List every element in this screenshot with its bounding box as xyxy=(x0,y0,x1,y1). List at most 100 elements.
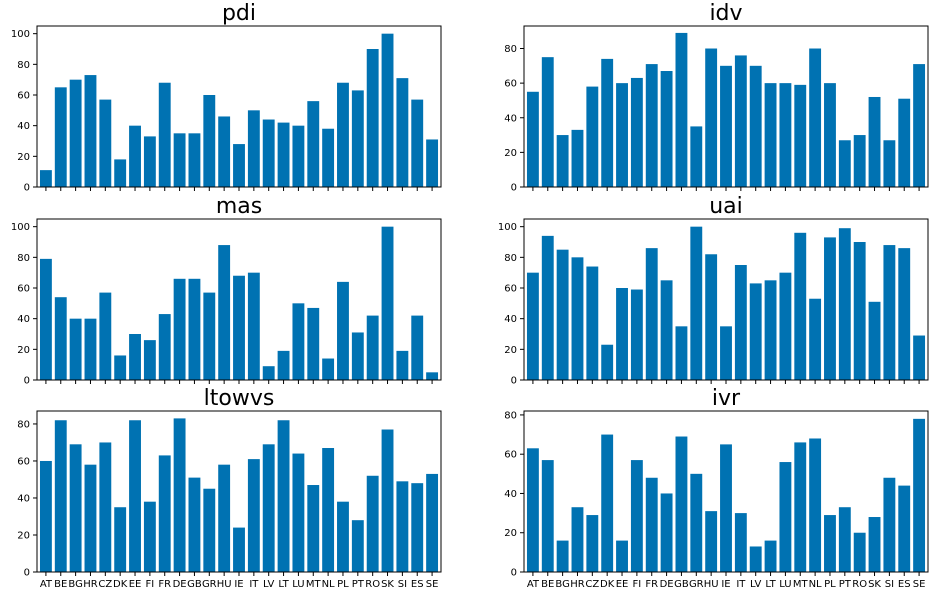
x-tick-label: HU xyxy=(217,579,232,590)
bar-LV xyxy=(262,119,275,187)
y-tick-label: 0 xyxy=(511,568,517,579)
chart-title: mas xyxy=(216,194,262,219)
x-tick-label: EE xyxy=(129,579,142,590)
bar-RO xyxy=(853,532,866,572)
bar-PT xyxy=(838,140,851,187)
bar-SI xyxy=(396,78,409,187)
y-tick-label: 20 xyxy=(17,152,30,163)
bar-RO xyxy=(366,475,379,572)
x-tick-label: FR xyxy=(645,579,658,590)
bar-BG xyxy=(69,318,82,380)
axes-frame xyxy=(523,25,929,188)
x-tick-label: DK xyxy=(600,579,615,590)
bar-EE xyxy=(129,420,141,572)
subplot-ivr: ivr 0 20 40 60 80 AT BE BG HR CZ DK EE FI FR DE GB GR HU IE… xyxy=(504,386,929,590)
bar-GB xyxy=(188,133,201,187)
x-tick-label: BG xyxy=(555,579,569,590)
bar-DK xyxy=(601,58,614,187)
bar-ES xyxy=(898,485,911,572)
bar-SE xyxy=(913,418,926,572)
bar-series xyxy=(39,418,439,572)
subplot-uai: uai 0 20 40 60 80 100 xyxy=(498,194,929,387)
y-tick-label: 40 xyxy=(17,314,30,325)
bar-PT xyxy=(838,228,851,380)
bar-AT xyxy=(526,272,539,380)
bar-PL xyxy=(824,237,836,380)
bar-GB xyxy=(675,32,688,187)
bar-GR xyxy=(690,473,703,572)
x-tick-label: RO xyxy=(365,579,380,590)
bar-HR xyxy=(84,318,97,380)
bar-CZ xyxy=(99,99,112,187)
x-tick-label: GB xyxy=(674,579,689,590)
bar-FR xyxy=(645,248,658,380)
bar-GB xyxy=(188,278,201,380)
bar-HR xyxy=(84,464,97,572)
bar-PL xyxy=(337,281,349,380)
bar-SK xyxy=(381,33,394,187)
bar-NL xyxy=(322,358,335,380)
bar-EE xyxy=(616,540,628,572)
bar-BG xyxy=(556,135,569,187)
subplot-grid: pdi 0 20 40 60 80 100 idv 0 20 40 60 80 mas 0 20 40 60 80 1… xyxy=(11,1,929,590)
y-tick-label: 0 xyxy=(511,183,517,194)
bar-GR xyxy=(690,226,703,380)
x-tick-label: CZ xyxy=(98,579,112,590)
bar-PT xyxy=(838,507,851,572)
bar-NL xyxy=(809,438,822,572)
x-tick-label: BG xyxy=(68,579,82,590)
bar-HR xyxy=(571,129,584,187)
chart-title: idv xyxy=(709,1,742,26)
bar-LV xyxy=(749,65,762,187)
bar-PT xyxy=(351,520,364,572)
bar-IE xyxy=(720,326,732,380)
x-tick-label: IT xyxy=(249,579,259,590)
bar-PL xyxy=(824,83,836,187)
y-tick-label: 20 xyxy=(17,530,30,541)
bar-DK xyxy=(601,344,614,380)
bar-NL xyxy=(809,48,822,188)
x-tick-label: IE xyxy=(721,579,730,590)
bar-SI xyxy=(883,140,896,187)
x-tick-label: NL xyxy=(322,579,335,590)
bar-GB xyxy=(675,326,688,380)
bar-CZ xyxy=(586,266,599,380)
bar-RO xyxy=(366,315,379,380)
bar-GB xyxy=(188,477,201,572)
bar-EE xyxy=(616,288,628,380)
bar-PT xyxy=(351,332,364,380)
x-tick-label: IT xyxy=(736,579,746,590)
bar-SI xyxy=(883,245,896,380)
x-tick-label: LU xyxy=(779,579,791,590)
bar-MT xyxy=(307,485,320,572)
y-tick-label: 0 xyxy=(24,376,30,387)
x-tick-label: AT xyxy=(40,579,53,590)
bar-SE xyxy=(426,473,439,572)
bar-SK xyxy=(868,301,881,380)
y-tick-label: 0 xyxy=(511,376,517,387)
x-tick-label: CZ xyxy=(585,579,599,590)
x-tick-label: LT xyxy=(278,579,289,590)
bar-ES xyxy=(411,315,424,380)
bar-IE xyxy=(720,444,732,572)
axes-frame xyxy=(523,218,929,381)
chart-title: ltowvs xyxy=(204,386,275,411)
bar-AT xyxy=(526,448,539,572)
bar-FI xyxy=(143,340,156,380)
x-tick-label: LU xyxy=(292,579,304,590)
bar-GB xyxy=(675,436,688,572)
bar-DE xyxy=(660,280,673,380)
bar-DE xyxy=(660,493,673,572)
chart-title: pdi xyxy=(222,1,256,26)
bar-MT xyxy=(307,101,320,187)
x-tick-label: LV xyxy=(263,579,274,590)
bar-DE xyxy=(173,278,186,380)
bar-LU xyxy=(779,83,792,187)
bar-AT xyxy=(39,460,52,572)
x-tick-label: GR xyxy=(202,579,217,590)
bar-PL xyxy=(824,515,836,572)
axes-frame xyxy=(36,25,442,188)
x-tick-label: HU xyxy=(704,579,719,590)
x-tick-label: LV xyxy=(750,579,761,590)
bar-SK xyxy=(381,226,394,380)
